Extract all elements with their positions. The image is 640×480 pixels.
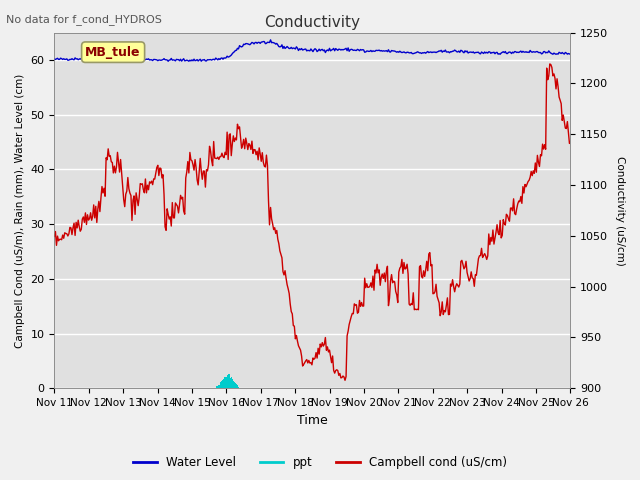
Y-axis label: Conductivity (uS/cm): Conductivity (uS/cm) — [615, 156, 625, 265]
Bar — [222, 380, 223, 388]
Bar — [239, 387, 240, 388]
Bar — [217, 385, 218, 388]
Bar — [221, 382, 223, 388]
X-axis label: Time: Time — [297, 414, 328, 427]
Bar — [225, 377, 226, 388]
Bar — [228, 374, 230, 388]
Text: No data for f_cond_HYDROS: No data for f_cond_HYDROS — [6, 14, 163, 25]
Bar — [237, 385, 238, 388]
Bar — [236, 384, 237, 388]
Bar — [234, 382, 235, 388]
Bar — [232, 379, 233, 388]
Text: MB_tule: MB_tule — [85, 46, 141, 59]
Bar — [230, 378, 231, 388]
Title: Conductivity: Conductivity — [264, 15, 360, 30]
Bar — [238, 387, 239, 388]
Bar — [230, 377, 232, 388]
Bar — [220, 382, 221, 388]
Bar — [227, 375, 228, 388]
Legend: Water Level, ppt, Campbell cond (uS/cm): Water Level, ppt, Campbell cond (uS/cm) — [128, 452, 512, 474]
Bar — [218, 385, 220, 388]
Bar — [223, 379, 225, 388]
Bar — [220, 384, 221, 388]
Bar — [235, 383, 236, 388]
Bar — [216, 386, 218, 388]
Bar — [233, 381, 234, 388]
Y-axis label: Campbell Cond (uS/m), Rain (mm), Water Level (cm): Campbell Cond (uS/m), Rain (mm), Water L… — [15, 73, 25, 348]
Bar — [225, 377, 227, 388]
